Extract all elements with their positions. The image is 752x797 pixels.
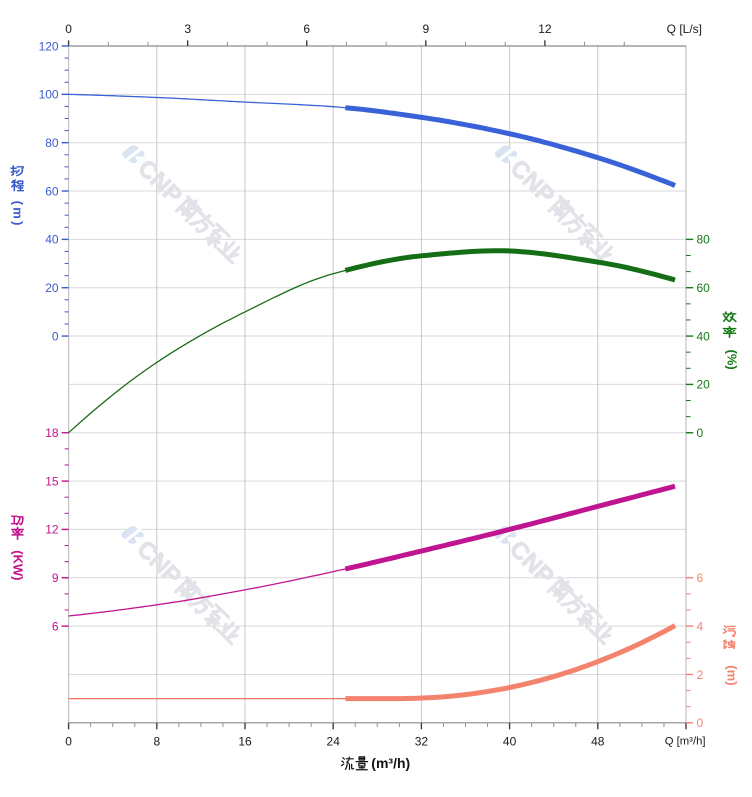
svg-text:Q [L/s]: Q [L/s] — [667, 22, 702, 36]
svg-text:0: 0 — [52, 329, 59, 343]
svg-text:20: 20 — [45, 281, 59, 295]
svg-text:(m): (m) — [725, 665, 740, 685]
svg-text:40: 40 — [503, 734, 517, 748]
svg-text:9: 9 — [52, 571, 59, 585]
svg-text:(KW): (KW) — [10, 550, 25, 580]
svg-text:0: 0 — [65, 22, 72, 36]
svg-text:60: 60 — [45, 184, 59, 198]
svg-text:0: 0 — [697, 716, 704, 730]
svg-text:2: 2 — [697, 668, 704, 682]
svg-text:(m): (m) — [10, 201, 25, 228]
svg-text:60: 60 — [697, 281, 711, 295]
svg-text:15: 15 — [45, 474, 59, 488]
svg-text:4: 4 — [697, 619, 704, 633]
svg-text:120: 120 — [39, 39, 59, 53]
svg-text:32: 32 — [415, 734, 429, 748]
svg-text:100: 100 — [39, 88, 59, 102]
svg-text:3: 3 — [184, 22, 191, 36]
svg-text:48: 48 — [591, 734, 605, 748]
svg-text:(%): (%) — [725, 350, 740, 370]
svg-text:8: 8 — [153, 734, 160, 748]
svg-text:20: 20 — [697, 378, 711, 392]
svg-text:12: 12 — [45, 523, 59, 537]
svg-text:40: 40 — [45, 233, 59, 247]
svg-text:12: 12 — [538, 22, 552, 36]
svg-text:80: 80 — [45, 136, 59, 150]
svg-text:9: 9 — [422, 22, 429, 36]
svg-text:80: 80 — [697, 233, 711, 247]
svg-text:(m³/h): (m³/h) — [371, 755, 410, 771]
svg-text:6: 6 — [52, 619, 59, 633]
svg-text:6: 6 — [697, 571, 704, 585]
svg-text:18: 18 — [45, 426, 59, 440]
svg-text:Q [m³/h]: Q [m³/h] — [665, 735, 706, 747]
svg-text:0: 0 — [697, 426, 704, 440]
svg-text:16: 16 — [238, 734, 252, 748]
svg-text:24: 24 — [327, 734, 341, 748]
svg-text:40: 40 — [697, 329, 711, 343]
svg-text:0: 0 — [65, 734, 72, 748]
svg-text:6: 6 — [303, 22, 310, 36]
